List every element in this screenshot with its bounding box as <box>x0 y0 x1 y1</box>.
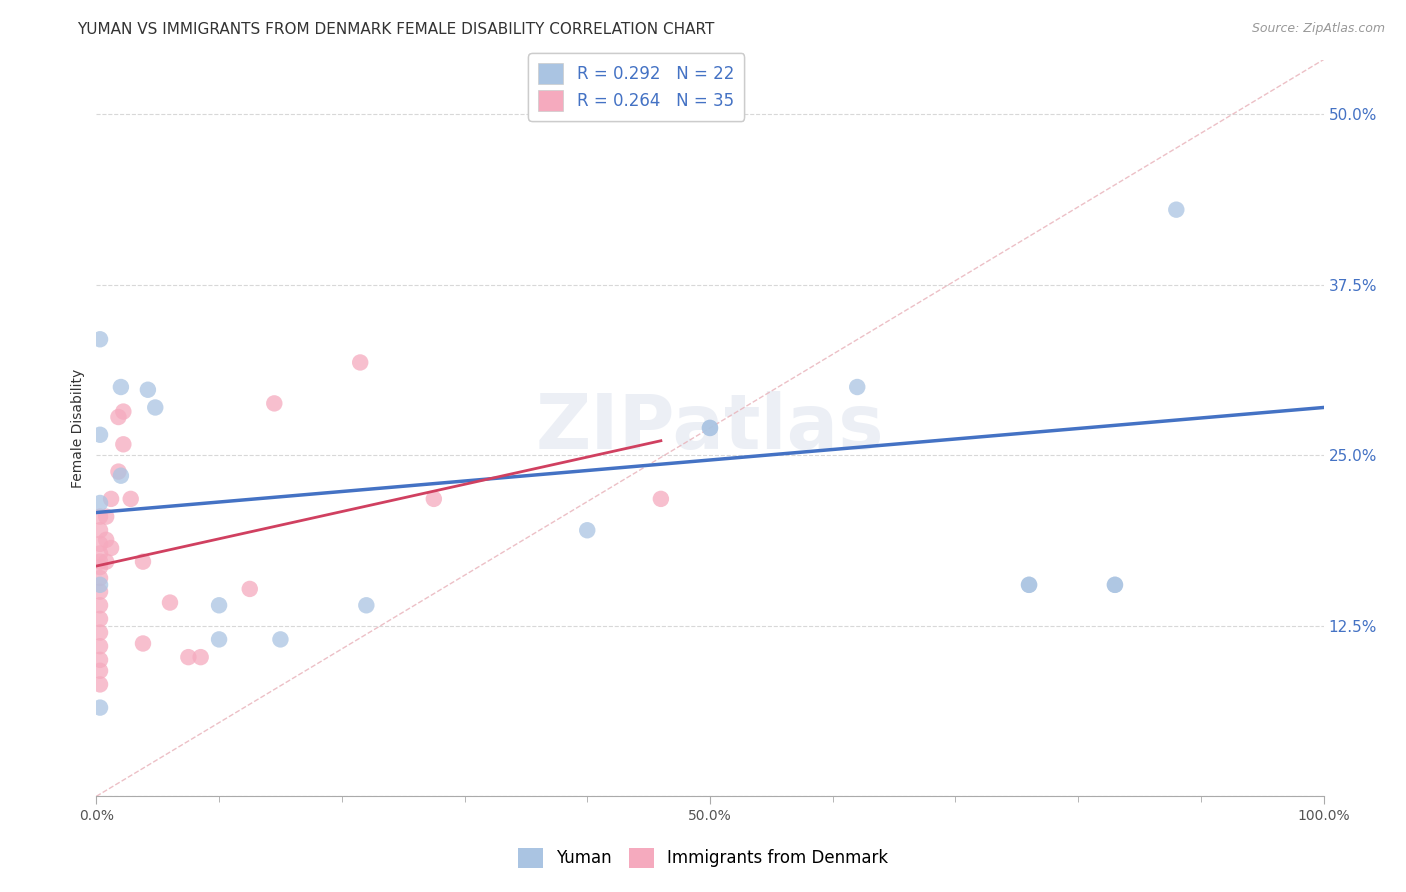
Point <box>650 491 672 506</box>
Point <box>136 383 159 397</box>
Point <box>89 584 111 599</box>
Point <box>239 582 262 596</box>
Point <box>1018 578 1040 592</box>
Point <box>96 533 118 547</box>
Point <box>100 491 122 506</box>
Text: Source: ZipAtlas.com: Source: ZipAtlas.com <box>1251 22 1385 36</box>
Point <box>699 421 721 435</box>
Point <box>132 636 155 650</box>
Point <box>208 632 231 647</box>
Point <box>89 496 111 510</box>
Point <box>89 523 111 537</box>
Point <box>89 546 111 560</box>
Point <box>89 664 111 678</box>
Point <box>1018 578 1040 592</box>
Point <box>89 639 111 653</box>
Text: ZIPatlas: ZIPatlas <box>536 391 884 465</box>
Point <box>89 612 111 626</box>
Point <box>349 355 371 369</box>
Point <box>112 437 135 451</box>
Point <box>89 599 111 613</box>
Y-axis label: Female Disability: Female Disability <box>72 368 86 488</box>
Point <box>132 555 155 569</box>
Point <box>112 404 135 418</box>
Point <box>356 599 378 613</box>
Point <box>177 650 200 665</box>
Point <box>96 509 118 524</box>
Legend: R = 0.292   N = 22, R = 0.264   N = 35: R = 0.292 N = 22, R = 0.264 N = 35 <box>529 54 744 120</box>
Point <box>120 491 142 506</box>
Point <box>107 465 129 479</box>
Point <box>1104 578 1126 592</box>
Point <box>107 410 129 425</box>
Point <box>89 560 111 574</box>
Point <box>89 677 111 691</box>
Point <box>576 523 599 537</box>
Point <box>110 380 132 394</box>
Point <box>89 332 111 346</box>
Point <box>89 571 111 585</box>
Point <box>89 653 111 667</box>
Point <box>110 468 132 483</box>
Point <box>269 632 291 647</box>
Point <box>143 401 166 415</box>
Point <box>1166 202 1188 217</box>
Point <box>89 509 111 524</box>
Point <box>89 700 111 714</box>
Point <box>699 421 721 435</box>
Text: YUMAN VS IMMIGRANTS FROM DENMARK FEMALE DISABILITY CORRELATION CHART: YUMAN VS IMMIGRANTS FROM DENMARK FEMALE … <box>77 22 714 37</box>
Point <box>846 380 869 394</box>
Point <box>190 650 212 665</box>
Point <box>423 491 446 506</box>
Legend: Yuman, Immigrants from Denmark: Yuman, Immigrants from Denmark <box>512 841 894 875</box>
Point <box>263 396 285 410</box>
Point <box>89 555 111 569</box>
Point <box>1104 578 1126 592</box>
Point <box>159 596 181 610</box>
Point <box>208 599 231 613</box>
Point <box>96 555 118 569</box>
Point <box>89 578 111 592</box>
Point <box>89 537 111 551</box>
Point <box>100 541 122 555</box>
Point <box>89 427 111 442</box>
Point <box>89 625 111 640</box>
